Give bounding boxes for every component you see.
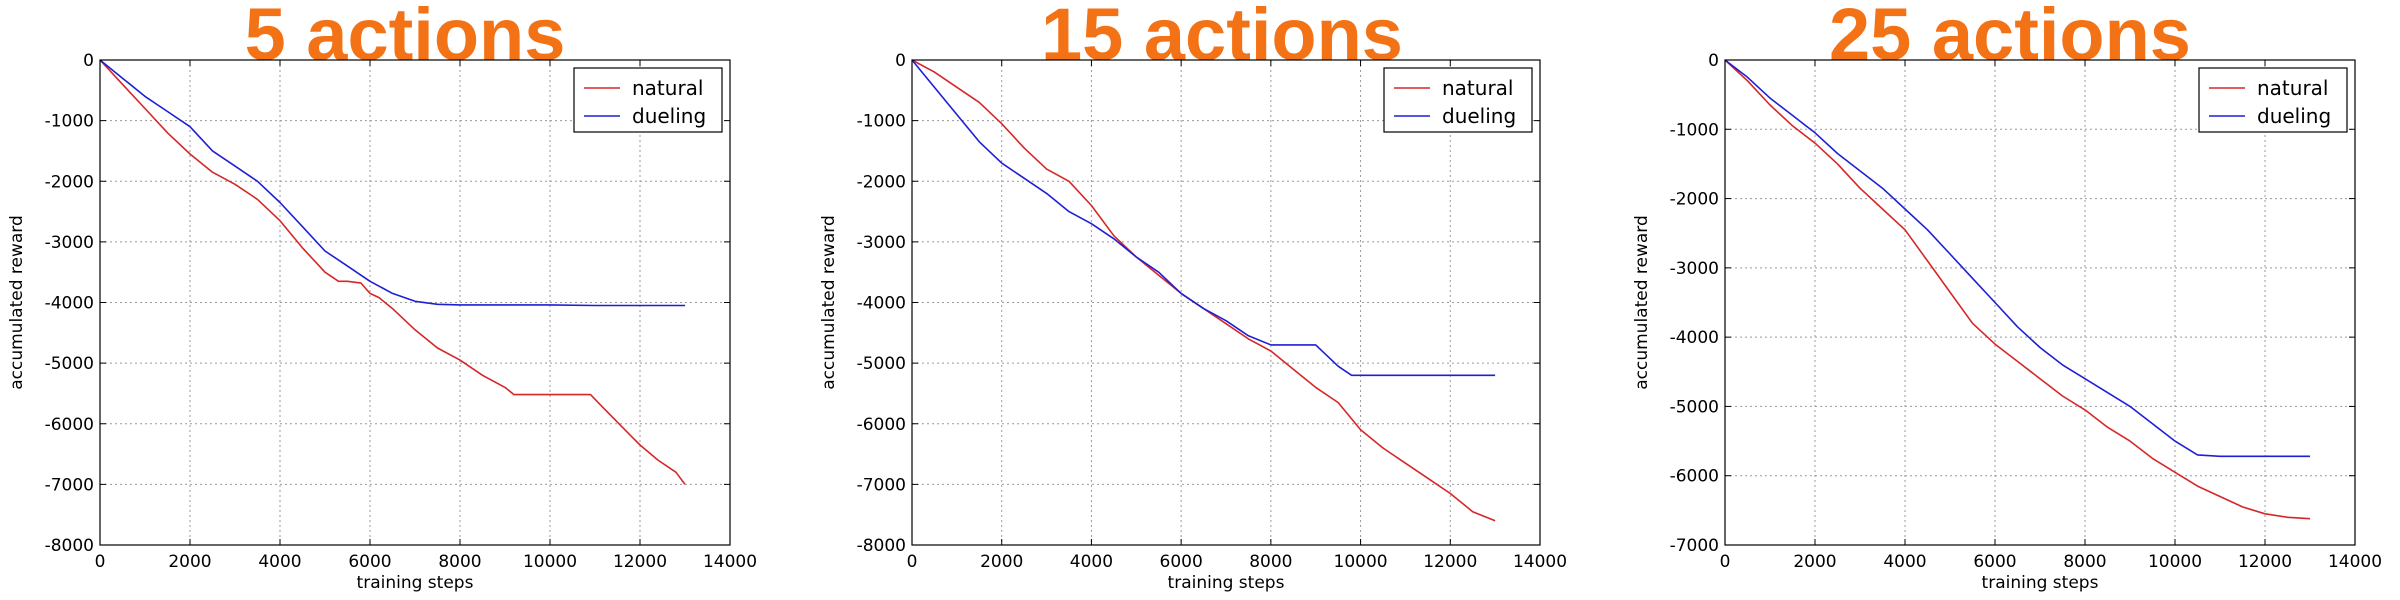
y-tick-label: -5000 — [1670, 397, 1719, 417]
series-line-natural — [1724, 59, 2311, 520]
plot-frame — [99, 59, 731, 546]
legend-label: natural — [2257, 76, 2328, 100]
series-line-dueling — [99, 59, 685, 307]
plot-frame — [1724, 59, 2356, 546]
y-tick-label: -3000 — [1670, 259, 1719, 279]
chart-3: 25 actions 0 2000 4000 6000 8000 10000 12000 140… — [1632, 0, 2382, 593]
x-tick-label: 0 — [907, 552, 918, 572]
x-axis-label: training steps — [1982, 573, 2099, 593]
x-tick-label: 2000 — [1793, 552, 1836, 572]
y-axis-label: accumulated reward — [1632, 215, 1652, 390]
legend-label: dueling — [2257, 104, 2331, 128]
y-tick-label: 0 — [895, 51, 906, 71]
x-tick-label: 8000 — [1249, 552, 1292, 572]
y-tick-label: -6000 — [1670, 467, 1719, 487]
y-axis-label: accumulated reward — [7, 215, 27, 390]
y-tick-label: -8000 — [857, 536, 906, 556]
x-tick-label: 4000 — [1070, 552, 1113, 572]
y-tick-label: -2000 — [45, 172, 94, 192]
y-tick-label: -6000 — [45, 415, 94, 435]
y-tick-label: -3000 — [857, 233, 906, 253]
x-tick-label: 8000 — [438, 552, 481, 572]
x-axis-label: training steps — [1168, 573, 1285, 593]
x-tick-label: 10000 — [523, 552, 577, 572]
legend-label: natural — [1442, 76, 1513, 100]
x-tick-label: 14000 — [703, 552, 757, 572]
y-tick-label: -4000 — [45, 294, 94, 314]
chart-title: 25 actions — [1829, 0, 2191, 76]
legend: natural dueling — [573, 67, 723, 133]
plot-frame — [911, 59, 1541, 546]
x-tick-label: 6000 — [1160, 552, 1203, 572]
x-tick-label: 2000 — [980, 552, 1023, 572]
x-tick-label: 8000 — [2063, 552, 2106, 572]
legend: natural dueling — [2198, 67, 2348, 133]
legend-label: dueling — [632, 104, 706, 128]
y-tick-label: 0 — [1708, 51, 1719, 71]
y-tick-label: -3000 — [45, 233, 94, 253]
x-tick-label: 6000 — [348, 552, 391, 572]
legend-label: natural — [632, 76, 703, 100]
y-tick-label: -1000 — [45, 112, 94, 132]
x-tick-label: 14000 — [2328, 552, 2382, 572]
y-tick-label: -4000 — [857, 294, 906, 314]
x-tick-label: 12000 — [2238, 552, 2292, 572]
x-tick-label: 4000 — [258, 552, 301, 572]
x-axis-label: training steps — [357, 573, 474, 593]
y-tick-label: 0 — [83, 51, 94, 71]
chart-title: 5 actions — [245, 0, 566, 76]
x-tick-label: 10000 — [2148, 552, 2202, 572]
x-tick-label: 14000 — [1513, 552, 1567, 572]
legend-label: dueling — [1442, 104, 1516, 128]
y-tick-label: -4000 — [1670, 328, 1719, 348]
x-tick-label: 0 — [1720, 552, 1731, 572]
y-tick-label: -5000 — [45, 354, 94, 374]
x-tick-label: 10000 — [1334, 552, 1388, 572]
series-line-dueling — [911, 59, 1496, 377]
chart-title: 15 actions — [1041, 0, 1403, 76]
x-tick-label: 6000 — [1973, 552, 2016, 572]
legend-box — [1383, 67, 1533, 133]
y-tick-label: -2000 — [1670, 190, 1719, 210]
series-line-natural — [99, 59, 686, 485]
x-tick-label: 4000 — [1883, 552, 1926, 572]
y-tick-label: -7000 — [45, 475, 94, 495]
x-tick-label: 0 — [95, 552, 106, 572]
y-tick-label: -1000 — [857, 112, 906, 132]
y-tick-label: -5000 — [857, 354, 906, 374]
x-tick-label: 12000 — [1423, 552, 1477, 572]
series-line-dueling — [1724, 59, 2310, 458]
legend-box — [573, 67, 723, 133]
x-tick-label: 2000 — [168, 552, 211, 572]
legend: natural dueling — [1383, 67, 1533, 133]
y-tick-label: -8000 — [45, 536, 94, 556]
y-axis-label: accumulated reward — [819, 215, 839, 390]
legend-box — [2198, 67, 2348, 133]
chart-2: 15 actions 0 2000 4000 6000 8000 10000 12000 140… — [819, 0, 1567, 593]
y-tick-label: -7000 — [857, 475, 906, 495]
y-tick-label: -7000 — [1670, 536, 1719, 556]
x-tick-label: 12000 — [613, 552, 667, 572]
chart-1: 5 actions 0 2000 4000 6000 8000 10000 12000 1400… — [7, 0, 757, 593]
y-tick-label: -1000 — [1670, 120, 1719, 140]
y-tick-label: -2000 — [857, 172, 906, 192]
y-tick-label: -6000 — [857, 415, 906, 435]
